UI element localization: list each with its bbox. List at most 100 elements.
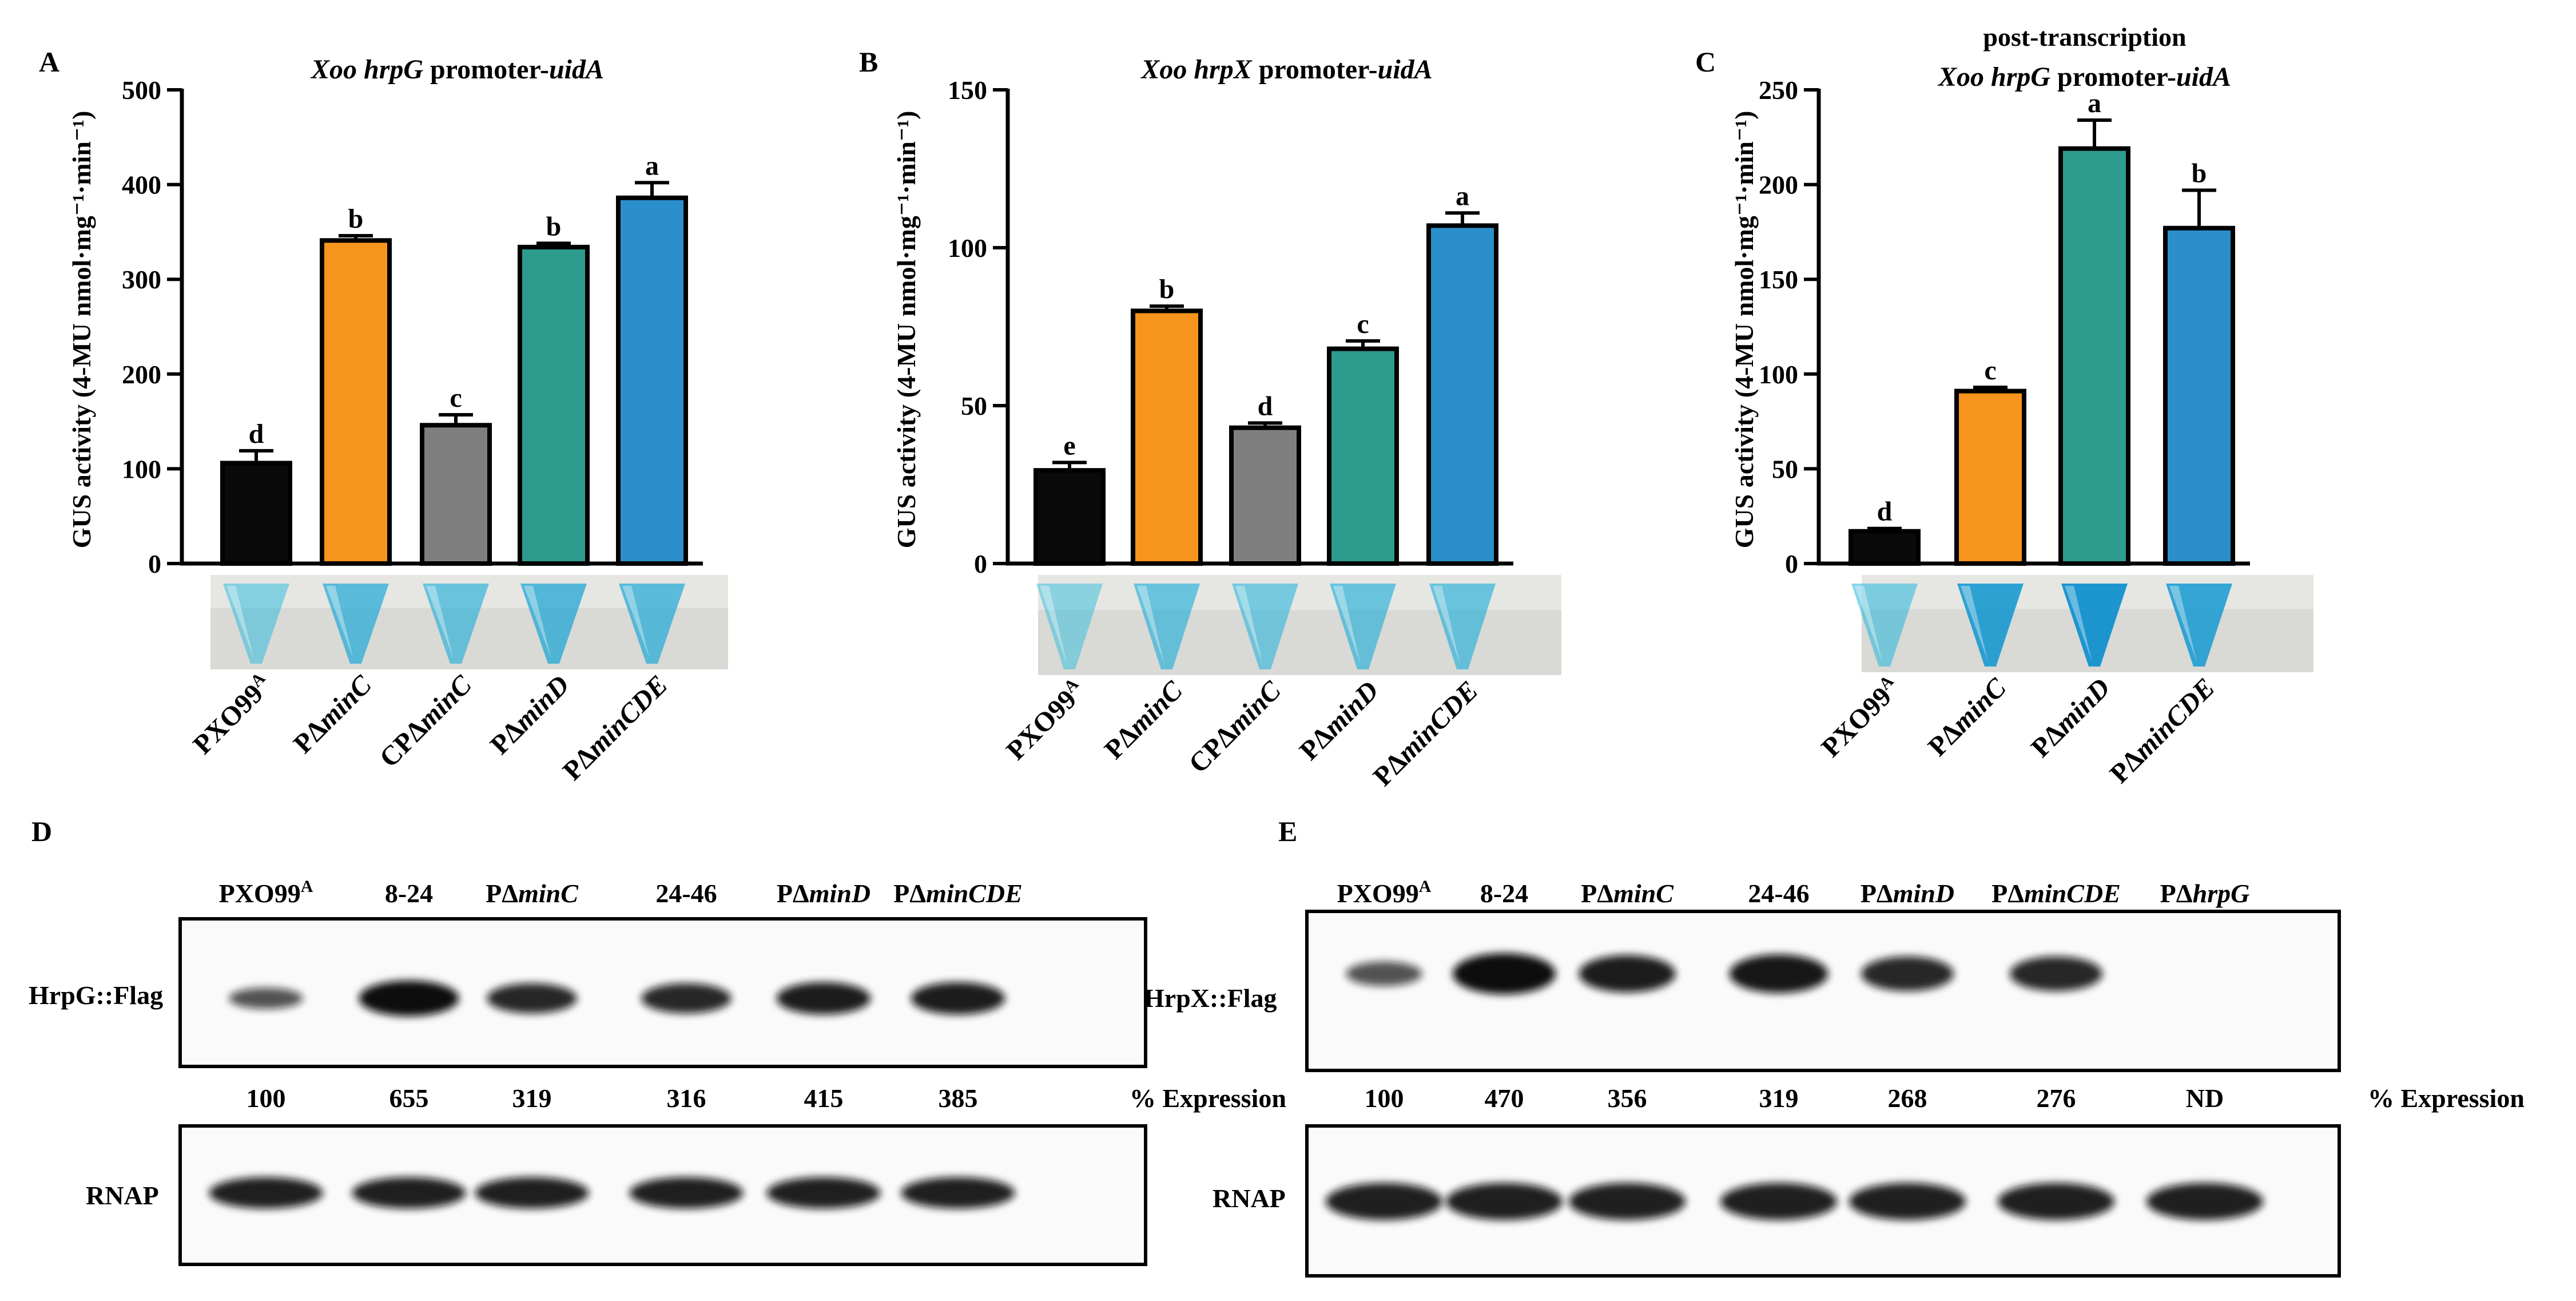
rnap-band bbox=[1326, 1183, 1442, 1220]
expression-value: 100 bbox=[247, 1084, 286, 1113]
tube-glare bbox=[1961, 586, 1988, 662]
category-label: PXO99A bbox=[186, 669, 278, 760]
tube-glare bbox=[1137, 586, 1164, 665]
y-tick-label: 100 bbox=[948, 233, 987, 263]
significance-letter: d bbox=[249, 419, 264, 449]
significance-letter: a bbox=[2088, 88, 2101, 118]
tube bbox=[1851, 584, 1918, 667]
tube bbox=[323, 584, 389, 664]
rnap-band bbox=[901, 1177, 1015, 1209]
lane-label: PΔminD bbox=[777, 879, 870, 908]
tube-glare bbox=[226, 586, 254, 659]
panel-label: B bbox=[859, 46, 878, 78]
tube-glare bbox=[1040, 586, 1067, 665]
y-tick-label: 50 bbox=[1772, 454, 1798, 483]
protein-band bbox=[359, 980, 459, 1017]
y-tick-label: 500 bbox=[122, 76, 161, 105]
tube bbox=[2061, 584, 2128, 667]
tube-glare bbox=[426, 586, 454, 659]
panel-label: E bbox=[1278, 815, 1297, 847]
panel-label: C bbox=[1695, 46, 1716, 78]
lane-label: 8-24 bbox=[385, 879, 433, 908]
expression-value: 655 bbox=[389, 1084, 429, 1113]
tube bbox=[1232, 584, 1298, 669]
category-label: PΔminCDE bbox=[557, 669, 674, 786]
protein-band bbox=[1861, 956, 1954, 991]
y-tick-label: 50 bbox=[961, 391, 987, 421]
category-label: PXO99A bbox=[1000, 675, 1091, 766]
significance-letter: b bbox=[2192, 158, 2207, 189]
protein-band bbox=[1453, 953, 1556, 994]
significance-letter: d bbox=[1258, 391, 1273, 421]
tube bbox=[1134, 584, 1200, 669]
lane-label: PΔminCDE bbox=[1991, 879, 2121, 908]
lane-label: PXO99A bbox=[1337, 877, 1432, 908]
category-label: PΔminC bbox=[1099, 675, 1189, 765]
category-label: PΔminC bbox=[288, 669, 378, 760]
rnap-band bbox=[2146, 1183, 2263, 1220]
category-label: PΔminCDE bbox=[2104, 672, 2221, 789]
lane-label: PΔminC bbox=[486, 879, 579, 908]
tube bbox=[1429, 584, 1496, 669]
expression-value: 470 bbox=[1485, 1084, 1524, 1113]
lane-label: PΔhrpG bbox=[2160, 879, 2250, 908]
blot-label-top: HrpG::Flag bbox=[29, 981, 163, 1010]
tube bbox=[1330, 584, 1396, 669]
lane-label: PXO99A bbox=[219, 877, 313, 908]
rnap-band bbox=[475, 1177, 589, 1209]
chart-title: Xoo hrpG promoter-uidA bbox=[1937, 62, 2231, 92]
y-tick-label: 300 bbox=[122, 265, 161, 294]
rnap-band bbox=[209, 1177, 323, 1209]
expression-value: 100 bbox=[1365, 1084, 1404, 1113]
category-label: PΔminC bbox=[1922, 672, 2013, 763]
category-label: PXO99A bbox=[1815, 672, 1906, 763]
significance-letter: b bbox=[1159, 274, 1175, 304]
rnap-band bbox=[352, 1177, 466, 1209]
significance-letter: b bbox=[348, 204, 364, 234]
protein-band bbox=[776, 982, 871, 1015]
tube bbox=[619, 584, 685, 664]
significance-letter: b bbox=[546, 211, 562, 241]
y-tick-label: 150 bbox=[1759, 265, 1798, 294]
expression-value: 385 bbox=[939, 1084, 978, 1113]
category-label: CPΔminC bbox=[1183, 675, 1287, 779]
tube-glare bbox=[524, 586, 551, 659]
y-axis-label: GUS activity (4-MU nmol·mg⁻¹·min⁻¹) bbox=[892, 111, 921, 549]
expression-value: ND bbox=[2186, 1084, 2224, 1113]
protein-band bbox=[1579, 955, 1676, 993]
lane-label: 24-46 bbox=[655, 879, 717, 908]
protein-band bbox=[1346, 961, 1422, 986]
bar bbox=[420, 423, 492, 566]
rnap-band bbox=[1998, 1183, 2114, 1220]
tube-glare bbox=[326, 586, 353, 659]
category-label: PΔminD bbox=[484, 669, 575, 760]
protein-band bbox=[911, 982, 1005, 1015]
tube-glare bbox=[622, 586, 650, 659]
blot-panel-e: E PXO99A 8-24 PΔminC 24-46 PΔminD PΔminCDE PΔhr… bbox=[1144, 815, 2525, 1278]
significance-letter: d bbox=[1877, 497, 1893, 527]
significance-letter: c bbox=[1984, 355, 1996, 386]
lane-label: PΔminC bbox=[1581, 879, 1674, 908]
bar bbox=[220, 461, 292, 566]
bar bbox=[1229, 425, 1301, 566]
y-tick-label: 200 bbox=[122, 360, 161, 389]
y-axis-label: GUS activity (4-MU nmol·mg⁻¹·min⁻¹) bbox=[1730, 111, 1759, 549]
chart-title-top: post-transcription bbox=[1983, 22, 2186, 51]
panel-label: D bbox=[31, 815, 52, 847]
tube-glare bbox=[1235, 586, 1263, 665]
tube-glare bbox=[2065, 586, 2092, 662]
bar bbox=[1426, 223, 1498, 566]
expression-label: % Expression bbox=[1130, 1084, 1286, 1113]
expression-value: 268 bbox=[1888, 1084, 1927, 1113]
y-tick-label: 0 bbox=[974, 549, 987, 578]
bar bbox=[616, 195, 688, 566]
y-tick-label: 0 bbox=[1785, 549, 1798, 578]
blot-label-top: HrpX::Flag bbox=[1144, 983, 1277, 1013]
y-tick-label: 250 bbox=[1759, 76, 1798, 105]
protein-band bbox=[1729, 954, 1828, 993]
bar bbox=[2163, 225, 2235, 566]
tube bbox=[520, 584, 587, 664]
rnap-band bbox=[1849, 1183, 1966, 1220]
tube bbox=[423, 584, 489, 664]
